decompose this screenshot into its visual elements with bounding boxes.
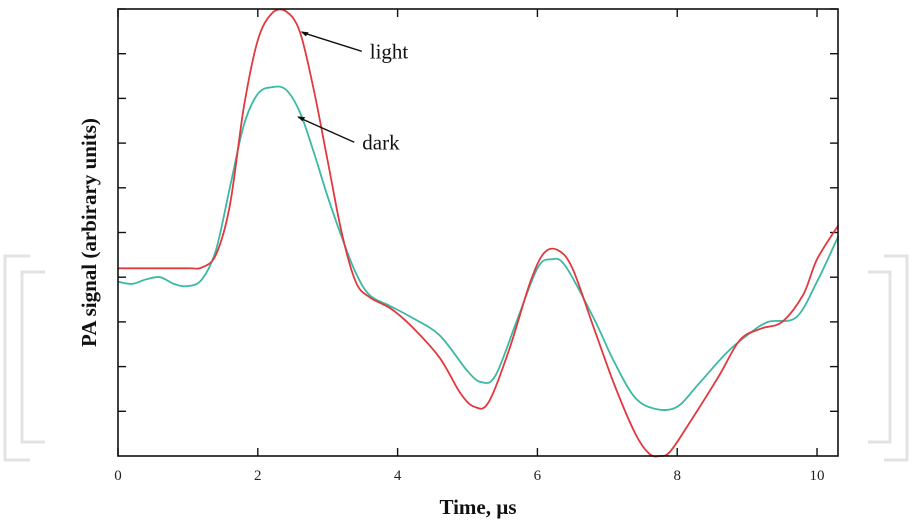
- watermark-left-bracket: [3, 254, 45, 462]
- watermark-right-bracket: [868, 254, 909, 462]
- annotation-leader-light: [301, 31, 362, 53]
- data-series: [117, 8, 839, 458]
- x-axis-label: Time, µs: [439, 495, 516, 519]
- x-tick-label: 0: [114, 468, 122, 484]
- annotation-label-light: light: [370, 39, 409, 63]
- x-tick-label: 2: [254, 468, 262, 484]
- axis-ticks: [117, 8, 838, 456]
- x-tick-label: 10: [810, 468, 825, 484]
- annotation-label-dark: dark: [362, 130, 400, 154]
- x-tick-label: 6: [534, 468, 542, 484]
- plot-frame: [117, 8, 839, 457]
- series-line-light: [117, 8, 839, 458]
- y-axis-label: PA signal (arbirary units): [77, 118, 101, 347]
- x-tick-label: 4: [394, 468, 402, 484]
- series-annotations: light dark: [297, 31, 408, 154]
- annotation-arrowhead-dark: [297, 116, 306, 122]
- x-tick-labels: 0 2 4 6 8 10: [114, 468, 824, 484]
- series-line-dark: [117, 85, 839, 412]
- annotation-leader-dark: [297, 116, 355, 143]
- annotation-arrowhead-light: [300, 31, 309, 37]
- x-tick-label: 8: [673, 468, 681, 484]
